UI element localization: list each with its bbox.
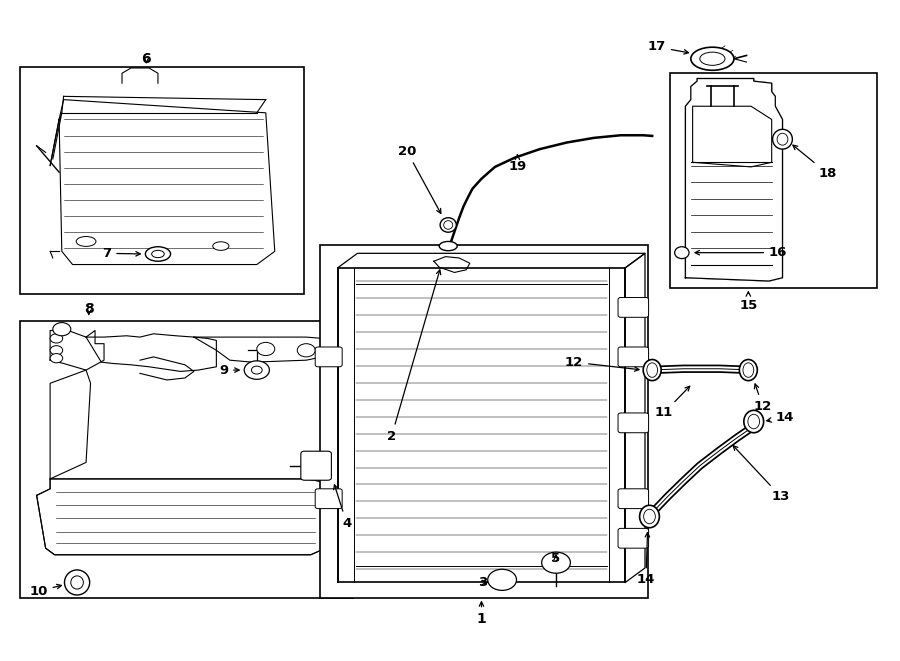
Text: 18: 18 xyxy=(793,145,837,180)
Ellipse shape xyxy=(76,237,96,247)
Ellipse shape xyxy=(152,251,164,258)
Ellipse shape xyxy=(700,52,725,65)
FancyBboxPatch shape xyxy=(618,528,649,548)
Text: 15: 15 xyxy=(739,292,758,312)
Ellipse shape xyxy=(440,217,456,232)
FancyBboxPatch shape xyxy=(301,451,331,481)
Text: 6: 6 xyxy=(141,52,151,65)
Polygon shape xyxy=(434,256,470,272)
Text: 20: 20 xyxy=(398,145,441,214)
Circle shape xyxy=(256,342,274,356)
Text: 12: 12 xyxy=(565,356,639,371)
Ellipse shape xyxy=(691,47,734,70)
Text: 11: 11 xyxy=(654,386,689,420)
FancyBboxPatch shape xyxy=(618,297,649,317)
Polygon shape xyxy=(140,357,194,380)
Ellipse shape xyxy=(772,130,792,149)
Text: 16: 16 xyxy=(695,246,788,259)
Text: 8: 8 xyxy=(84,302,94,317)
Bar xyxy=(21,67,303,294)
Ellipse shape xyxy=(146,247,170,261)
Ellipse shape xyxy=(444,221,453,229)
FancyBboxPatch shape xyxy=(618,488,649,508)
Text: 1: 1 xyxy=(477,602,486,627)
Circle shape xyxy=(297,344,315,357)
Text: 10: 10 xyxy=(29,584,61,598)
Ellipse shape xyxy=(743,410,763,433)
Ellipse shape xyxy=(777,134,788,145)
Ellipse shape xyxy=(439,241,457,251)
FancyBboxPatch shape xyxy=(315,488,342,508)
Text: 7: 7 xyxy=(103,247,140,260)
Text: 9: 9 xyxy=(219,364,239,377)
Ellipse shape xyxy=(644,509,655,524)
Polygon shape xyxy=(37,479,333,555)
Circle shape xyxy=(50,354,63,363)
Text: 12: 12 xyxy=(753,384,772,413)
FancyBboxPatch shape xyxy=(618,347,649,367)
Text: 3: 3 xyxy=(479,576,488,589)
Text: 14: 14 xyxy=(767,411,794,424)
Text: 13: 13 xyxy=(734,446,790,503)
Ellipse shape xyxy=(647,363,658,377)
Text: 2: 2 xyxy=(387,270,441,442)
FancyBboxPatch shape xyxy=(315,347,342,367)
Circle shape xyxy=(50,346,63,355)
Ellipse shape xyxy=(644,360,662,381)
Circle shape xyxy=(244,361,269,379)
Ellipse shape xyxy=(65,570,90,595)
Bar xyxy=(320,245,648,598)
Circle shape xyxy=(251,366,262,374)
Ellipse shape xyxy=(740,360,757,381)
Ellipse shape xyxy=(71,576,84,589)
Ellipse shape xyxy=(640,505,660,527)
Ellipse shape xyxy=(212,242,229,251)
FancyBboxPatch shape xyxy=(618,413,649,433)
Bar xyxy=(670,73,877,288)
Text: 14: 14 xyxy=(636,533,655,586)
Circle shape xyxy=(488,569,517,590)
Circle shape xyxy=(53,323,71,336)
Polygon shape xyxy=(686,79,782,281)
Text: 17: 17 xyxy=(648,40,688,54)
Ellipse shape xyxy=(675,247,689,258)
Bar xyxy=(21,321,353,598)
Text: 4: 4 xyxy=(334,485,351,529)
Circle shape xyxy=(50,334,63,343)
Text: 19: 19 xyxy=(508,155,526,173)
Ellipse shape xyxy=(748,414,760,429)
Text: 5: 5 xyxy=(552,551,561,564)
Circle shape xyxy=(542,552,571,573)
Ellipse shape xyxy=(742,363,753,377)
